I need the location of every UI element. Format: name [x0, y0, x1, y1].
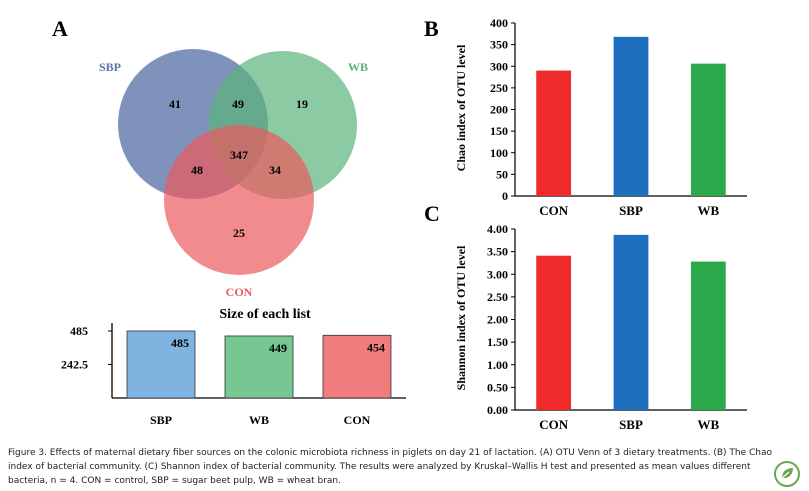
chao-y-tick-label: 150: [490, 124, 508, 138]
panel-label-c: C: [424, 201, 440, 226]
shannon-y-tick-label: 3.50: [487, 245, 508, 259]
size-category-label: WB: [249, 413, 269, 427]
venn-value-wb-con: 34: [269, 163, 281, 177]
chao-bar: [613, 36, 649, 197]
chao-category-label: CON: [539, 203, 569, 218]
chao-category-label: SBP: [619, 203, 643, 218]
venn-value-wb-only: 19: [296, 97, 308, 111]
size-chart-title: Size of each list: [219, 307, 311, 322]
size-bar: [224, 335, 294, 399]
shannon-y-tick-label: 0.50: [487, 380, 508, 394]
shannon-y-tick-label: 4.00: [487, 222, 508, 236]
chao-y-axis-label: Chao index of OTU level: [454, 44, 468, 171]
chao-bar: [690, 63, 726, 196]
size-category-label: CON: [344, 413, 371, 427]
shannon-y-tick-label: 2.50: [487, 290, 508, 304]
size-y-tick-label: 242.5: [61, 358, 88, 372]
venn-circle-con: [164, 125, 314, 275]
size-of-each-list-chart: Size of each list 485 242.5 485 SBP 449 WB 454…: [61, 307, 406, 427]
shannon-y-axis-label: Shannon index of OTU level: [454, 245, 468, 390]
venn-set-label-con: CON: [226, 285, 253, 299]
chao-y-tick-label: 0: [502, 189, 508, 203]
size-bar: [126, 330, 196, 399]
shannon-y-tick-label: 0.00: [487, 403, 508, 417]
chao-category-label: WB: [697, 203, 719, 218]
venn-value-con-only: 25: [233, 226, 245, 240]
size-bar-value-label: 449: [269, 341, 287, 355]
chao-y-tick-label: 400: [490, 16, 508, 30]
shannon-index-chart: Shannon index of OTU level 0.00 0.50 1.00 1…: [454, 222, 747, 432]
venn-set-label-sbp: SBP: [99, 60, 121, 74]
venn-value-sbp-con: 48: [191, 163, 203, 177]
size-category-label: SBP: [150, 413, 172, 427]
panel-label-a: A: [52, 16, 68, 41]
venn-value-sbp-wb: 49: [232, 97, 244, 111]
panel-label-b: B: [424, 16, 439, 41]
chao-y-tick-label: 300: [490, 59, 508, 73]
shannon-category-label: WB: [697, 417, 719, 432]
size-bar: [322, 334, 392, 399]
chao-y-tick-label: 200: [490, 103, 508, 117]
chao-y-tick-label: 100: [490, 146, 508, 160]
shannon-y-tick-label: 1.50: [487, 335, 508, 349]
shannon-y-tick-label: 1.00: [487, 358, 508, 372]
shannon-y-tick-label: 2.00: [487, 313, 508, 327]
shannon-y-tick-label: 3.00: [487, 267, 508, 281]
shannon-bar: [690, 261, 726, 410]
shannon-category-label: CON: [539, 417, 569, 432]
chao-bar: [536, 70, 572, 196]
size-bar-value-label: 454: [367, 340, 385, 354]
chao-y-tick-label: 350: [490, 38, 508, 52]
shannon-bar: [536, 255, 572, 410]
figure-caption: Figure 3. Effects of maternal dietary fi…: [8, 448, 772, 486]
venn-diagram: SBP WB CON 41 49 19 48 347 34 25: [99, 49, 368, 299]
journal-leaf-logo-icon: [774, 461, 800, 487]
chao-y-tick-label: 250: [490, 81, 508, 95]
size-y-tick-label: 485: [70, 324, 88, 338]
size-bar-value-label: 485: [171, 336, 189, 350]
chao-index-chart: Chao index of OTU level 0 50 100 150 200 250 3…: [454, 16, 747, 218]
venn-value-sbp-only: 41: [169, 97, 181, 111]
venn-set-label-wb: WB: [348, 60, 368, 74]
shannon-category-label: SBP: [619, 417, 643, 432]
shannon-bar: [613, 234, 649, 410]
venn-value-all: 347: [230, 148, 248, 162]
chao-y-tick-label: 50: [496, 167, 508, 181]
